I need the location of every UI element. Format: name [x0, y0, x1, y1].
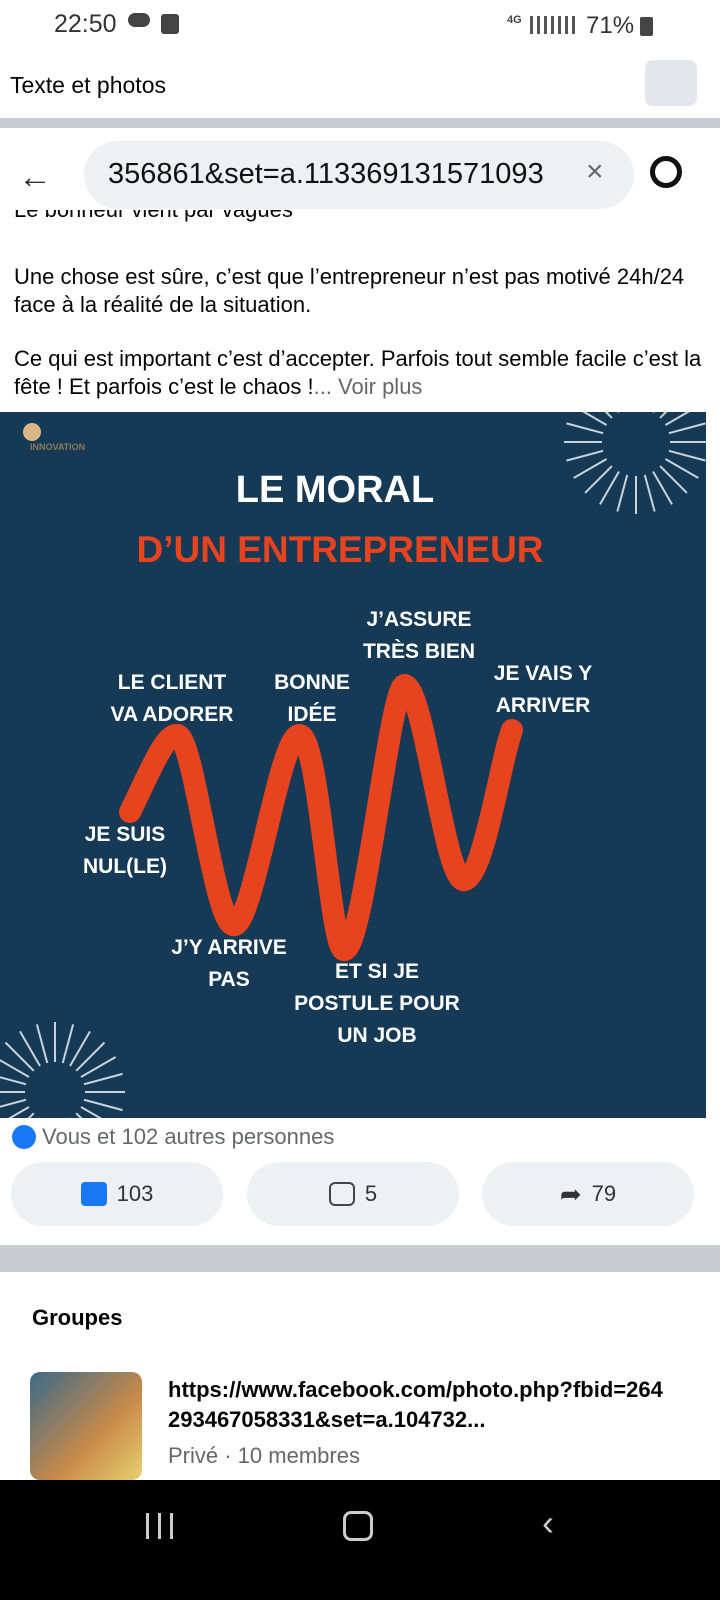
mood-label: JE VAIS Y	[494, 662, 592, 685]
post-paragraph: Ce qui est important c’est d’accepter. P…	[14, 345, 704, 401]
image-title: LE MORAL	[236, 469, 434, 511]
burst-ray	[659, 465, 688, 494]
burst-ray	[19, 1030, 41, 1067]
burst-ray	[599, 470, 620, 505]
recent-button[interactable]	[146, 1513, 174, 1539]
burst-ray	[616, 474, 629, 512]
group-meta: Privé · 10 membres	[168, 1443, 360, 1468]
mood-label: NUL(LE)	[83, 855, 167, 878]
post-paragraph: Une chose est sûre, c’est que l’entrepre…	[14, 264, 685, 317]
image-subtitle: D’UN ENTREPRENEUR	[136, 529, 543, 570]
header-title: Texte et photos	[10, 72, 166, 98]
mood-label: UN JOB	[337, 1024, 416, 1047]
burst-ray	[80, 1056, 117, 1078]
burst-ray	[0, 1059, 30, 1078]
burst-ray	[80, 1106, 103, 1118]
home-button[interactable]	[343, 1511, 373, 1541]
search-icon[interactable]	[650, 156, 682, 188]
logo-icon	[23, 423, 41, 441]
post-cut-line: Le bonheur vient par vagues	[14, 210, 293, 222]
mood-label: J’ASSURE	[366, 608, 471, 631]
group-thumbnail[interactable]	[30, 1372, 142, 1480]
burst-ray	[652, 470, 673, 505]
check-icon	[161, 14, 179, 34]
burst-ray	[4, 1041, 35, 1072]
burst-ray	[566, 449, 604, 462]
comment-count: 5	[364, 1181, 378, 1206]
reaction-summary[interactable]: Vous et 102 autres personnes	[42, 1124, 335, 1149]
like-button[interactable]: 103	[11, 1162, 223, 1226]
burst-ray	[0, 1098, 27, 1108]
signal-icon	[530, 16, 578, 34]
divider	[0, 118, 720, 128]
burst-ray	[75, 1041, 106, 1072]
share-icon: ➦	[559, 1178, 582, 1209]
burst-ray	[83, 1072, 123, 1086]
logo-text: INNOVATION	[30, 442, 85, 452]
mood-label: BONNE	[274, 671, 350, 694]
post-cut-text: Le bonheur vient par vagues	[14, 210, 293, 222]
burst-ray	[664, 458, 699, 479]
post-text: Ce qui est important c’est d’accepter. P…	[14, 346, 702, 399]
share-count: 79	[591, 1181, 617, 1206]
burst-ray	[7, 1106, 30, 1118]
search-field[interactable]: 356861&set=a.113369131571093 ×	[84, 141, 634, 209]
cloud-icon	[128, 13, 150, 27]
burst-ray	[668, 422, 706, 435]
mood-label: ET SI JE	[335, 960, 419, 983]
group-name[interactable]: https://www.facebook.com/photo.php?fbid=…	[168, 1377, 663, 1432]
burst-ray	[35, 1024, 49, 1064]
mood-label: TRÈS BIEN	[363, 640, 475, 663]
back-button[interactable]: ←	[18, 158, 52, 196]
back-nav-button[interactable]: ‹	[542, 1502, 554, 1543]
burst-ray	[566, 422, 604, 435]
burst-ray	[643, 474, 656, 512]
burst-ray	[0, 1076, 27, 1086]
post-image[interactable]: INNOVATION LE MORAL D’UN ENTREPRENEUR LE…	[0, 412, 706, 1118]
mood-label: ARRIVER	[496, 694, 591, 717]
burst-ray	[27, 1112, 35, 1118]
burst-ray	[582, 412, 608, 426]
burst-ray	[584, 465, 613, 494]
burst-ray	[659, 412, 668, 419]
mood-label: VA ADORER	[111, 703, 234, 726]
mood-label: IDÉE	[287, 703, 336, 726]
share-button[interactable]: ➦ 79	[482, 1162, 694, 1226]
like-count: 103	[116, 1181, 154, 1206]
burst-ray	[664, 412, 690, 426]
divider	[0, 1245, 720, 1272]
burst-ray	[83, 1098, 123, 1112]
mood-label: LE CLIENT	[118, 671, 227, 694]
clear-button[interactable]: ×	[586, 155, 604, 188]
podcast-button[interactable]	[645, 60, 697, 106]
mood-label: JE SUIS	[85, 823, 166, 846]
network: 4G	[507, 14, 522, 26]
comment-icon	[328, 1182, 355, 1206]
comment-button[interactable]: 5	[247, 1162, 459, 1226]
like-icon	[80, 1182, 107, 1206]
image-background	[0, 412, 706, 1118]
burst-ray	[61, 1024, 75, 1064]
groups-heading: Groupes	[32, 1305, 123, 1330]
decoration	[0, 412, 706, 1118]
nav-bar: ‹	[0, 1480, 720, 1600]
battery-icon	[640, 17, 653, 36]
burst-ray	[573, 458, 608, 479]
mood-label: J’Y ARRIVE	[171, 936, 287, 959]
burst-ray	[668, 449, 706, 462]
mood-label: PAS	[208, 968, 250, 991]
time: 22:50	[54, 10, 117, 38]
mood-label: POSTULE POUR	[294, 992, 460, 1015]
see-more[interactable]: ... Voir plus	[313, 374, 423, 399]
burst-ray	[604, 412, 613, 419]
like-badge	[12, 1125, 36, 1149]
search-query: 356861&set=a.113369131571093	[108, 158, 544, 190]
battery: 71%	[586, 12, 635, 39]
mood-curve	[119, 673, 523, 962]
burst-ray	[69, 1030, 91, 1067]
burst-ray	[75, 1112, 83, 1118]
